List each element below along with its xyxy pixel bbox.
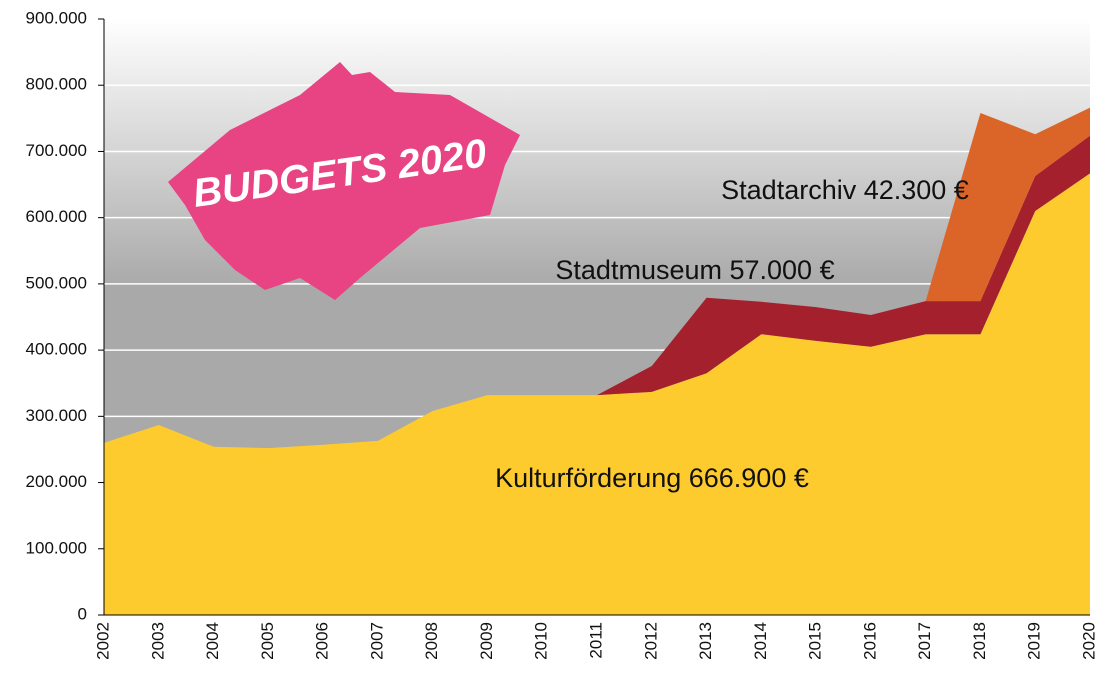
y-tick-label: 300.000 xyxy=(26,406,87,425)
x-tick-label: 2019 xyxy=(1025,622,1044,660)
page: {"chart_data": {"type": "stacked-area", … xyxy=(0,0,1111,676)
x-tick-label: 2013 xyxy=(696,622,715,660)
annotation: Stadtarchiv 42.300 € xyxy=(721,175,969,205)
x-tick-label: 2007 xyxy=(367,622,386,660)
x-tick-label: 2008 xyxy=(422,622,441,660)
x-tick-label: 2014 xyxy=(751,622,770,660)
x-tick-label: 2017 xyxy=(915,622,934,660)
y-tick-label: 100.000 xyxy=(26,538,87,557)
x-tick-label: 2005 xyxy=(258,622,277,660)
y-tick-label: 800.000 xyxy=(26,75,87,94)
x-tick-label: 2003 xyxy=(148,622,167,660)
x-tick-label: 2016 xyxy=(860,622,879,660)
x-tick-label: 2010 xyxy=(532,622,551,660)
y-tick-label: 500.000 xyxy=(26,273,87,292)
x-tick-label: 2004 xyxy=(203,622,222,660)
annotation: Kulturförderung 666.900 € xyxy=(495,463,809,493)
x-tick-label: 2011 xyxy=(586,622,605,659)
y-tick-label: 700.000 xyxy=(26,141,87,160)
x-tick-label: 2006 xyxy=(313,622,332,660)
chart: BUDGETS 2020 0100.000200.000300.000400.0… xyxy=(0,0,1111,672)
y-tick-label: 200.000 xyxy=(26,472,87,491)
y-tick-label: 600.000 xyxy=(26,207,87,226)
x-tick-label: 2002 xyxy=(93,622,112,660)
x-tick-label: 2009 xyxy=(477,622,496,660)
y-tick-label: 900.000 xyxy=(26,8,87,27)
x-tick-label: 2012 xyxy=(641,622,660,660)
x-tick-label: 2015 xyxy=(806,622,825,660)
annotation: Stadtmuseum 57.000 € xyxy=(555,255,834,285)
x-tick-label: 2020 xyxy=(1079,622,1098,660)
x-tick-label: 2018 xyxy=(970,622,989,660)
y-tick-label: 400.000 xyxy=(26,340,87,359)
y-tick-label: 0 xyxy=(78,604,87,623)
